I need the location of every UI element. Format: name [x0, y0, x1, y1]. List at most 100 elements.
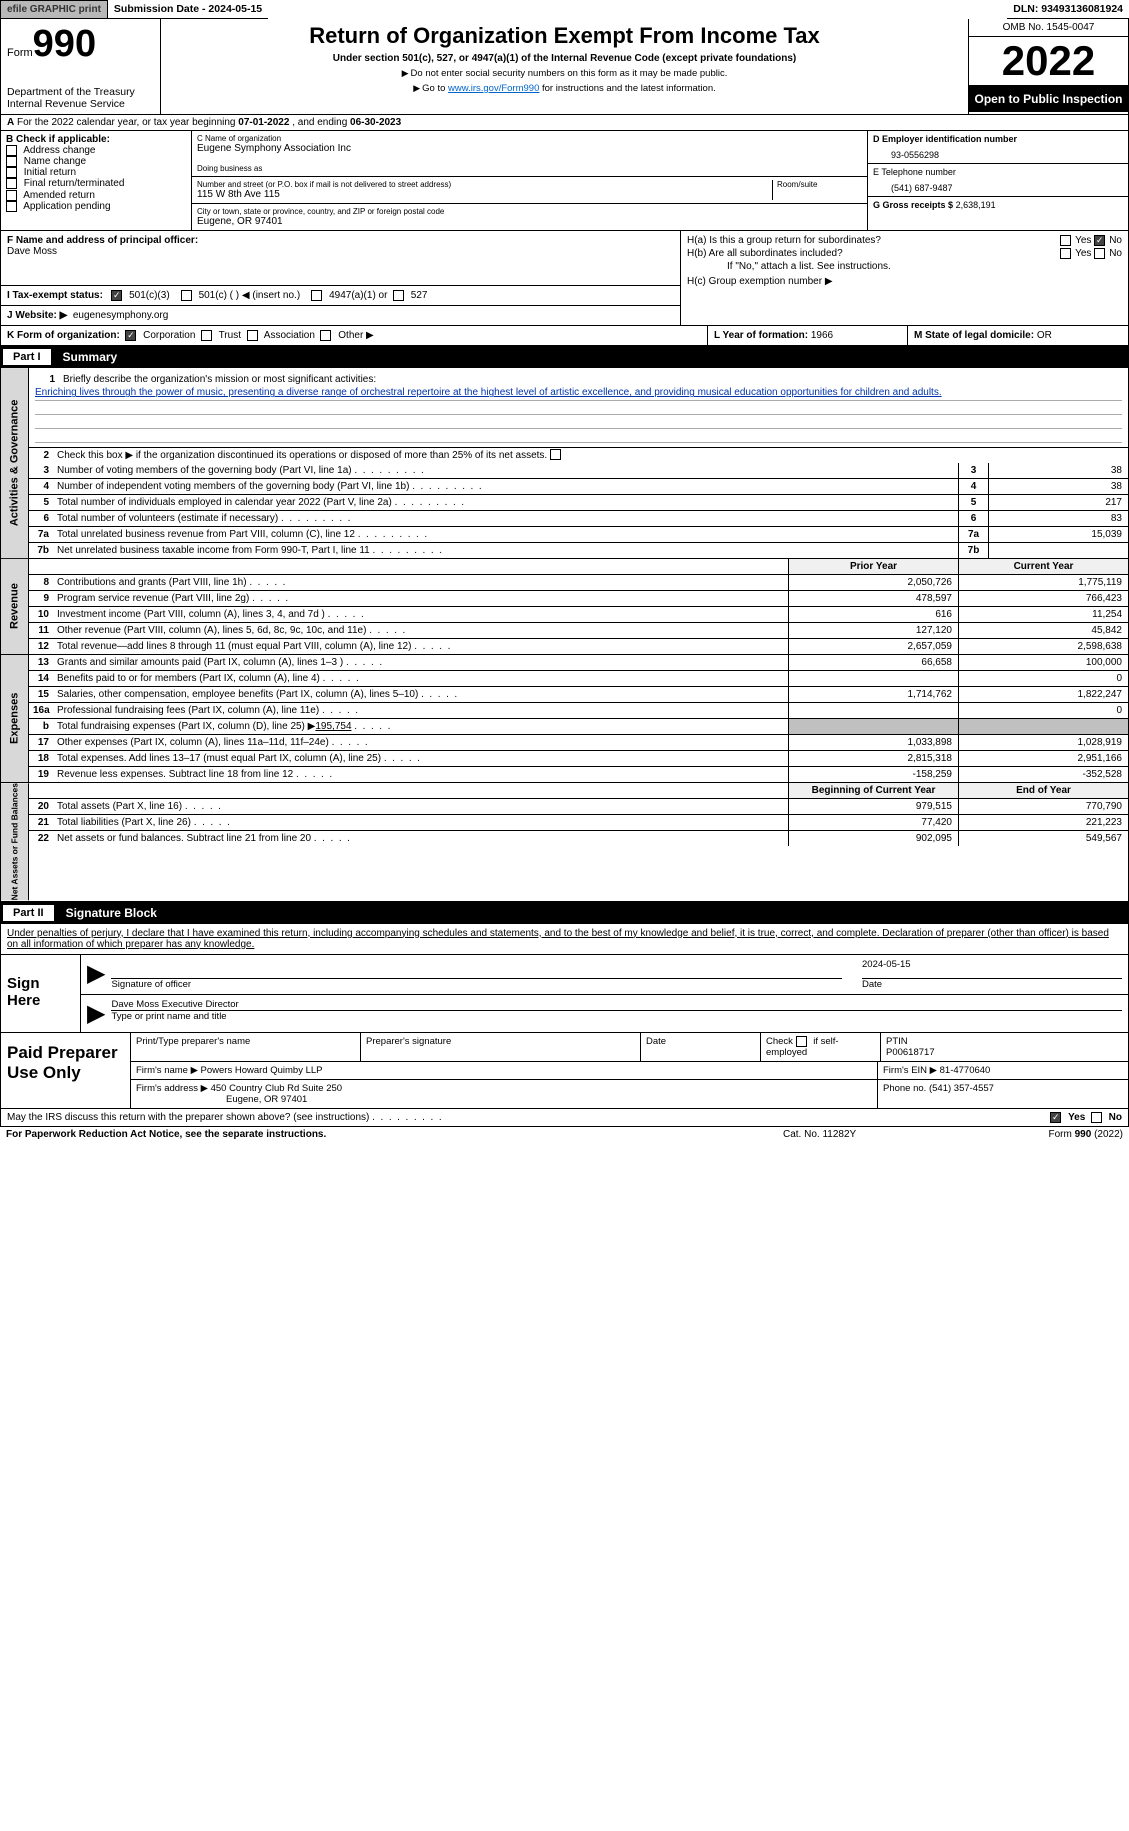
- checkbox-501c3[interactable]: [111, 290, 122, 301]
- eoy-hdr: End of Year: [958, 783, 1128, 798]
- line-text: Total revenue—add lines 8 through 11 (mu…: [53, 639, 788, 654]
- city-label: City or town, state or province, country…: [197, 207, 862, 216]
- dln: DLN: 93493136081924: [1007, 0, 1129, 19]
- checkbox-b[interactable]: [6, 178, 17, 189]
- irs-link[interactable]: www.irs.gov/Form990: [448, 83, 539, 94]
- current-year-val: 1,028,919: [958, 735, 1128, 750]
- firm-ein-label: Firm's EIN ▶: [883, 1065, 937, 1076]
- b-label: B Check if applicable:: [6, 134, 110, 145]
- current-year-val: 0: [958, 703, 1128, 718]
- m-label: M State of legal domicile:: [914, 330, 1034, 341]
- room-label: Room/suite: [777, 180, 862, 189]
- checkbox-b[interactable]: [6, 156, 17, 167]
- prior-year-val: 77,420: [788, 815, 958, 830]
- discuss-yes[interactable]: [1050, 1112, 1061, 1123]
- vtab-na: Net Assets or Fund Balances: [1, 783, 29, 900]
- sign-date-label: Date: [862, 979, 1122, 990]
- line-klm: K Form of organization: Corporation Trus…: [0, 326, 1129, 346]
- current-year-val: -352,528: [958, 767, 1128, 782]
- header-center: Return of Organization Exempt From Incom…: [161, 19, 968, 114]
- paperwork-notice: For Paperwork Reduction Act Notice, see …: [6, 1129, 783, 1140]
- form-header: Form990 Department of the TreasuryIntern…: [0, 19, 1129, 115]
- prior-year-hdr: Prior Year: [788, 559, 958, 574]
- tax-year: 2022: [969, 37, 1128, 86]
- line-value: [988, 543, 1128, 558]
- checkbox-other[interactable]: [320, 330, 331, 341]
- ssn-note: Do not enter social security numbers on …: [167, 68, 962, 79]
- net-assets-section: Net Assets or Fund Balances Beginning of…: [0, 783, 1129, 901]
- footer: For Paperwork Reduction Act Notice, see …: [0, 1127, 1129, 1142]
- vtab-rev: Revenue: [1, 559, 29, 654]
- discuss-no[interactable]: [1091, 1112, 1102, 1123]
- i-label: I Tax-exempt status:: [7, 290, 103, 301]
- line-text: Total assets (Part X, line 16): [53, 799, 788, 814]
- top-bar: efile GRAPHIC print Submission Date - 20…: [0, 0, 1129, 19]
- dept-treasury: Department of the TreasuryInternal Reven…: [7, 86, 154, 110]
- line-text: Total fundraising expenses (Part IX, col…: [53, 719, 788, 734]
- ha-no[interactable]: [1094, 235, 1105, 246]
- hb-yes[interactable]: [1060, 248, 1071, 259]
- section-bcd: B Check if applicable: Address change Na…: [0, 131, 1129, 231]
- vtab-ag: Activities & Governance: [1, 368, 29, 558]
- line-text: Total expenses. Add lines 13–17 (must eq…: [53, 751, 788, 766]
- city-value: Eugene, OR 97401: [197, 216, 862, 227]
- prior-year-val: 616: [788, 607, 958, 622]
- prior-year-val: 979,515: [788, 799, 958, 814]
- checkbox-4947[interactable]: [311, 290, 322, 301]
- current-year-val: 11,254: [958, 607, 1128, 622]
- line-text: Total number of individuals employed in …: [53, 495, 958, 510]
- efile-print-button[interactable]: efile GRAPHIC print: [0, 0, 108, 19]
- checkbox-b[interactable]: [6, 201, 17, 212]
- firm-addr1: 450 Country Club Rd Suite 250: [211, 1083, 343, 1094]
- checkbox-discontinued[interactable]: [550, 449, 561, 460]
- checkbox-b[interactable]: [6, 190, 17, 201]
- current-year-val: 770,790: [958, 799, 1128, 814]
- current-year-val: 100,000: [958, 655, 1128, 670]
- sign-block: Sign Here ▶ Signature of officer 2024-05…: [0, 954, 1129, 1033]
- line-value: 217: [988, 495, 1128, 510]
- checkbox-assoc[interactable]: [247, 330, 258, 341]
- checkbox-527[interactable]: [393, 290, 404, 301]
- checkbox-trust[interactable]: [201, 330, 212, 341]
- prior-year-val: 66,658: [788, 655, 958, 670]
- checkbox-self-employed[interactable]: [796, 1036, 807, 1047]
- penalties-text: Under penalties of perjury, I declare th…: [0, 924, 1129, 954]
- checkbox-corp[interactable]: [125, 330, 136, 341]
- sign-date: 2024-05-15: [862, 959, 1122, 979]
- revenue-section: Revenue Prior Year Current Year 8Contrib…: [0, 559, 1129, 655]
- form-subtitle: Under section 501(c), 527, or 4947(a)(1)…: [167, 53, 962, 64]
- line-text: Other revenue (Part VIII, column (A), li…: [53, 623, 788, 638]
- prep-sig-label: Preparer's signature: [361, 1033, 641, 1061]
- checkbox-b[interactable]: [6, 167, 17, 178]
- ptin-label: PTIN: [886, 1036, 1123, 1047]
- vtab-exp: Expenses: [1, 655, 29, 782]
- website-value: eugenesymphony.org: [73, 310, 168, 321]
- line-text: Net unrelated business taxable income fr…: [53, 543, 958, 558]
- line-text: Total liabilities (Part X, line 26): [53, 815, 788, 830]
- col-c: C Name of organization Eugene Symphony A…: [191, 131, 868, 230]
- ein-value: 93-0556298: [891, 150, 1123, 160]
- firm-name: Powers Howard Quimby LLP: [201, 1065, 323, 1076]
- officer-name-label: Type or print name and title: [111, 1011, 1122, 1022]
- preparer-label: Paid Preparer Use Only: [1, 1033, 131, 1108]
- ha-yes[interactable]: [1060, 235, 1071, 246]
- line-text: Salaries, other compensation, employee b…: [53, 687, 788, 702]
- prior-year-val: 127,120: [788, 623, 958, 638]
- ein-label: D Employer identification number: [873, 134, 1017, 144]
- line-text: Other expenses (Part IX, column (A), lin…: [53, 735, 788, 750]
- line-value: 83: [988, 511, 1128, 526]
- discuss-row: May the IRS discuss this return with the…: [0, 1109, 1129, 1127]
- k-label: K Form of organization:: [7, 330, 120, 341]
- line-text: Contributions and grants (Part VIII, lin…: [53, 575, 788, 590]
- current-year-hdr: Current Year: [958, 559, 1128, 574]
- cat-no: Cat. No. 11282Y: [783, 1129, 983, 1140]
- line-text: Total number of volunteers (estimate if …: [53, 511, 958, 526]
- checkbox-b[interactable]: [6, 145, 17, 156]
- hb-no[interactable]: [1094, 248, 1105, 259]
- checkbox-501c[interactable]: [181, 290, 192, 301]
- line-text: Number of voting members of the governin…: [53, 463, 958, 478]
- gross-label: G Gross receipts $: [873, 200, 953, 210]
- line-text: Grants and similar amounts paid (Part IX…: [53, 655, 788, 670]
- prior-year-val: [788, 703, 958, 718]
- prior-year-val: 2,657,059: [788, 639, 958, 654]
